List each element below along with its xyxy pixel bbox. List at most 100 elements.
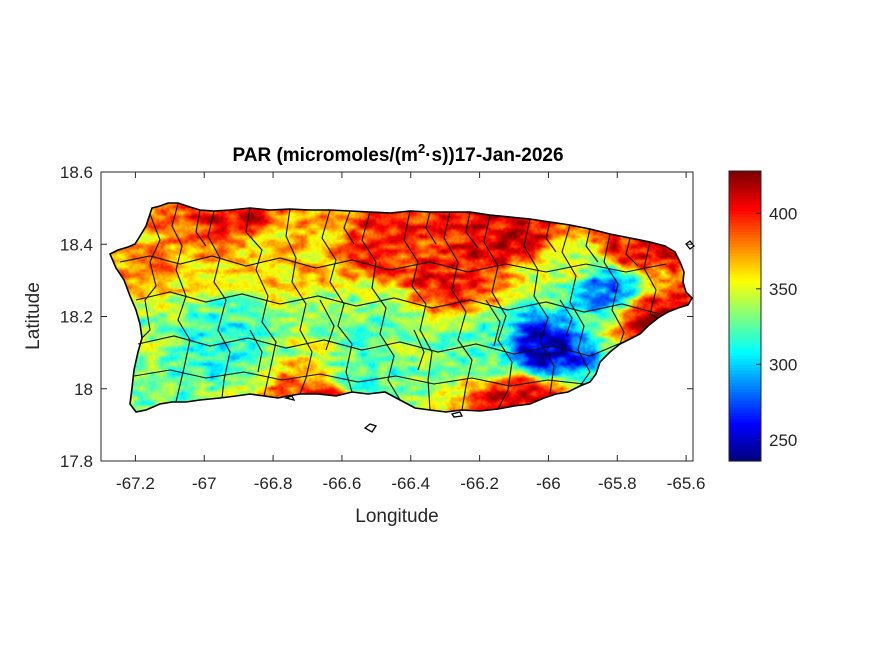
colorbar-segment [729, 270, 761, 275]
colorbar-segment [729, 421, 761, 426]
x-tick-label: -67.2 [116, 474, 155, 493]
colorbar-segment [729, 246, 761, 251]
colorbar-segment [729, 303, 761, 308]
municipal-boundary [585, 228, 599, 263]
municipal-boundary [137, 335, 629, 357]
municipal-boundary [643, 241, 659, 319]
colorbar-tick-label: 350 [769, 280, 797, 299]
municipal-boundary [319, 299, 335, 351]
colorbar-gradient [729, 171, 761, 462]
colorbar-segment [729, 316, 761, 320]
colorbar-segment [729, 231, 761, 236]
colorbar-segment [729, 222, 761, 226]
colorbar-segment [729, 394, 761, 399]
municipal-boundary [285, 208, 313, 395]
colorbar-segment [729, 297, 761, 302]
colorbar-segment [729, 201, 761, 205]
municipal-boundary [603, 233, 625, 345]
x-axis-label: Longitude [355, 506, 438, 527]
colorbar-segment [729, 207, 761, 211]
colorbar-frame [728, 170, 762, 462]
chart-title-prefix: PAR (micromoles/(m [232, 145, 417, 166]
colorbar-segment [729, 334, 761, 338]
colorbar-segment [729, 322, 761, 326]
municipal-boundary [207, 210, 231, 399]
municipal-boundary [135, 291, 661, 315]
colorbar-segment [729, 349, 761, 353]
colorbar-segment [729, 213, 761, 217]
colorbar-segment [729, 306, 761, 311]
colorbar-segment [729, 189, 761, 193]
colorbar-segment [729, 331, 761, 335]
colorbar-segment [729, 174, 761, 178]
colorbar-segment [729, 400, 761, 405]
colorbar-segment [729, 337, 761, 341]
chart-title-suffix: ·s))17-Jan-2026 [425, 145, 563, 166]
colorbar-segment [729, 255, 761, 260]
chart-title-superscript: 2 [418, 141, 425, 156]
small-island [283, 395, 296, 401]
x-tick-label: -66 [536, 474, 561, 493]
x-tick-label: -66.2 [460, 474, 499, 493]
colorbar-segment [729, 237, 761, 242]
x-tick-label: -66.8 [254, 474, 293, 493]
municipal-boundary [523, 218, 555, 395]
colorbar-segment [729, 192, 761, 196]
colorbar-segment [729, 240, 761, 245]
colorbar-segment [729, 388, 761, 393]
colorbar-segment [729, 406, 761, 411]
municipal-boundary [625, 237, 639, 267]
colorbar-segment [729, 436, 761, 441]
colorbar-segment [729, 367, 761, 371]
small-island [685, 240, 695, 250]
municipal-boundary [425, 211, 437, 245]
colorbar-tick-label: 400 [769, 204, 797, 223]
municipal-boundary [119, 255, 667, 273]
colorbar-segment [729, 285, 761, 290]
colorbar-tick-label: 250 [769, 431, 797, 450]
colorbar-segment [729, 355, 761, 359]
colorbar-segment [729, 370, 761, 374]
municipal-boundary [561, 224, 591, 387]
colorbar-segment [729, 195, 761, 199]
x-tick-label: -66.6 [323, 474, 362, 493]
colorbar-segment [729, 186, 761, 190]
colorbar-segment [729, 267, 761, 272]
colorbar-segment [729, 364, 761, 368]
colorbar-segment [729, 451, 761, 456]
colorbar-segment [729, 418, 761, 423]
colorbar-segment [729, 183, 761, 187]
colorbar-tick-label: 300 [769, 355, 797, 374]
municipal-boundary [483, 214, 513, 410]
colorbar-segment [729, 171, 761, 175]
municipal-boundary [413, 329, 425, 371]
colorbar-segment [729, 424, 761, 429]
municipal-boundary [361, 211, 401, 401]
colorbar-segment [729, 219, 761, 223]
municipal-boundary [133, 369, 585, 387]
colorbar-segment [729, 177, 761, 181]
chart-title: PAR (micromoles/(m2·s))17-Jan-2026 [232, 141, 563, 166]
municipal-boundaries [119, 203, 667, 411]
colorbar-segment [729, 300, 761, 305]
colorbar: 400 350 300 250 [728, 170, 797, 462]
municipal-boundary [141, 213, 161, 339]
small-island [363, 423, 378, 433]
colorbar-segment [729, 382, 761, 387]
y-tick-label: 18.2 [60, 308, 93, 327]
colorbar-segment [729, 198, 761, 202]
small-island [450, 411, 463, 418]
colorbar-segment [729, 448, 761, 453]
colorbar-segment [729, 343, 761, 347]
x-axis: -67.2 -67 -66.8 -66.6 -66.4 -66.2 -66 -65.8 -65.… [116, 172, 705, 493]
colorbar-segment [729, 312, 761, 317]
municipal-boundary [343, 210, 355, 245]
colorbar-segment [729, 340, 761, 344]
colorbar-ticks: 400 350 300 250 [756, 204, 797, 450]
y-axis: 18.6 18.4 18.2 18 17.8 [60, 163, 693, 471]
municipal-boundary [465, 211, 479, 249]
colorbar-segment [729, 415, 761, 420]
colorbar-segment [729, 442, 761, 447]
y-axis-label: Latitude [23, 282, 44, 350]
colorbar-segment [729, 427, 761, 432]
